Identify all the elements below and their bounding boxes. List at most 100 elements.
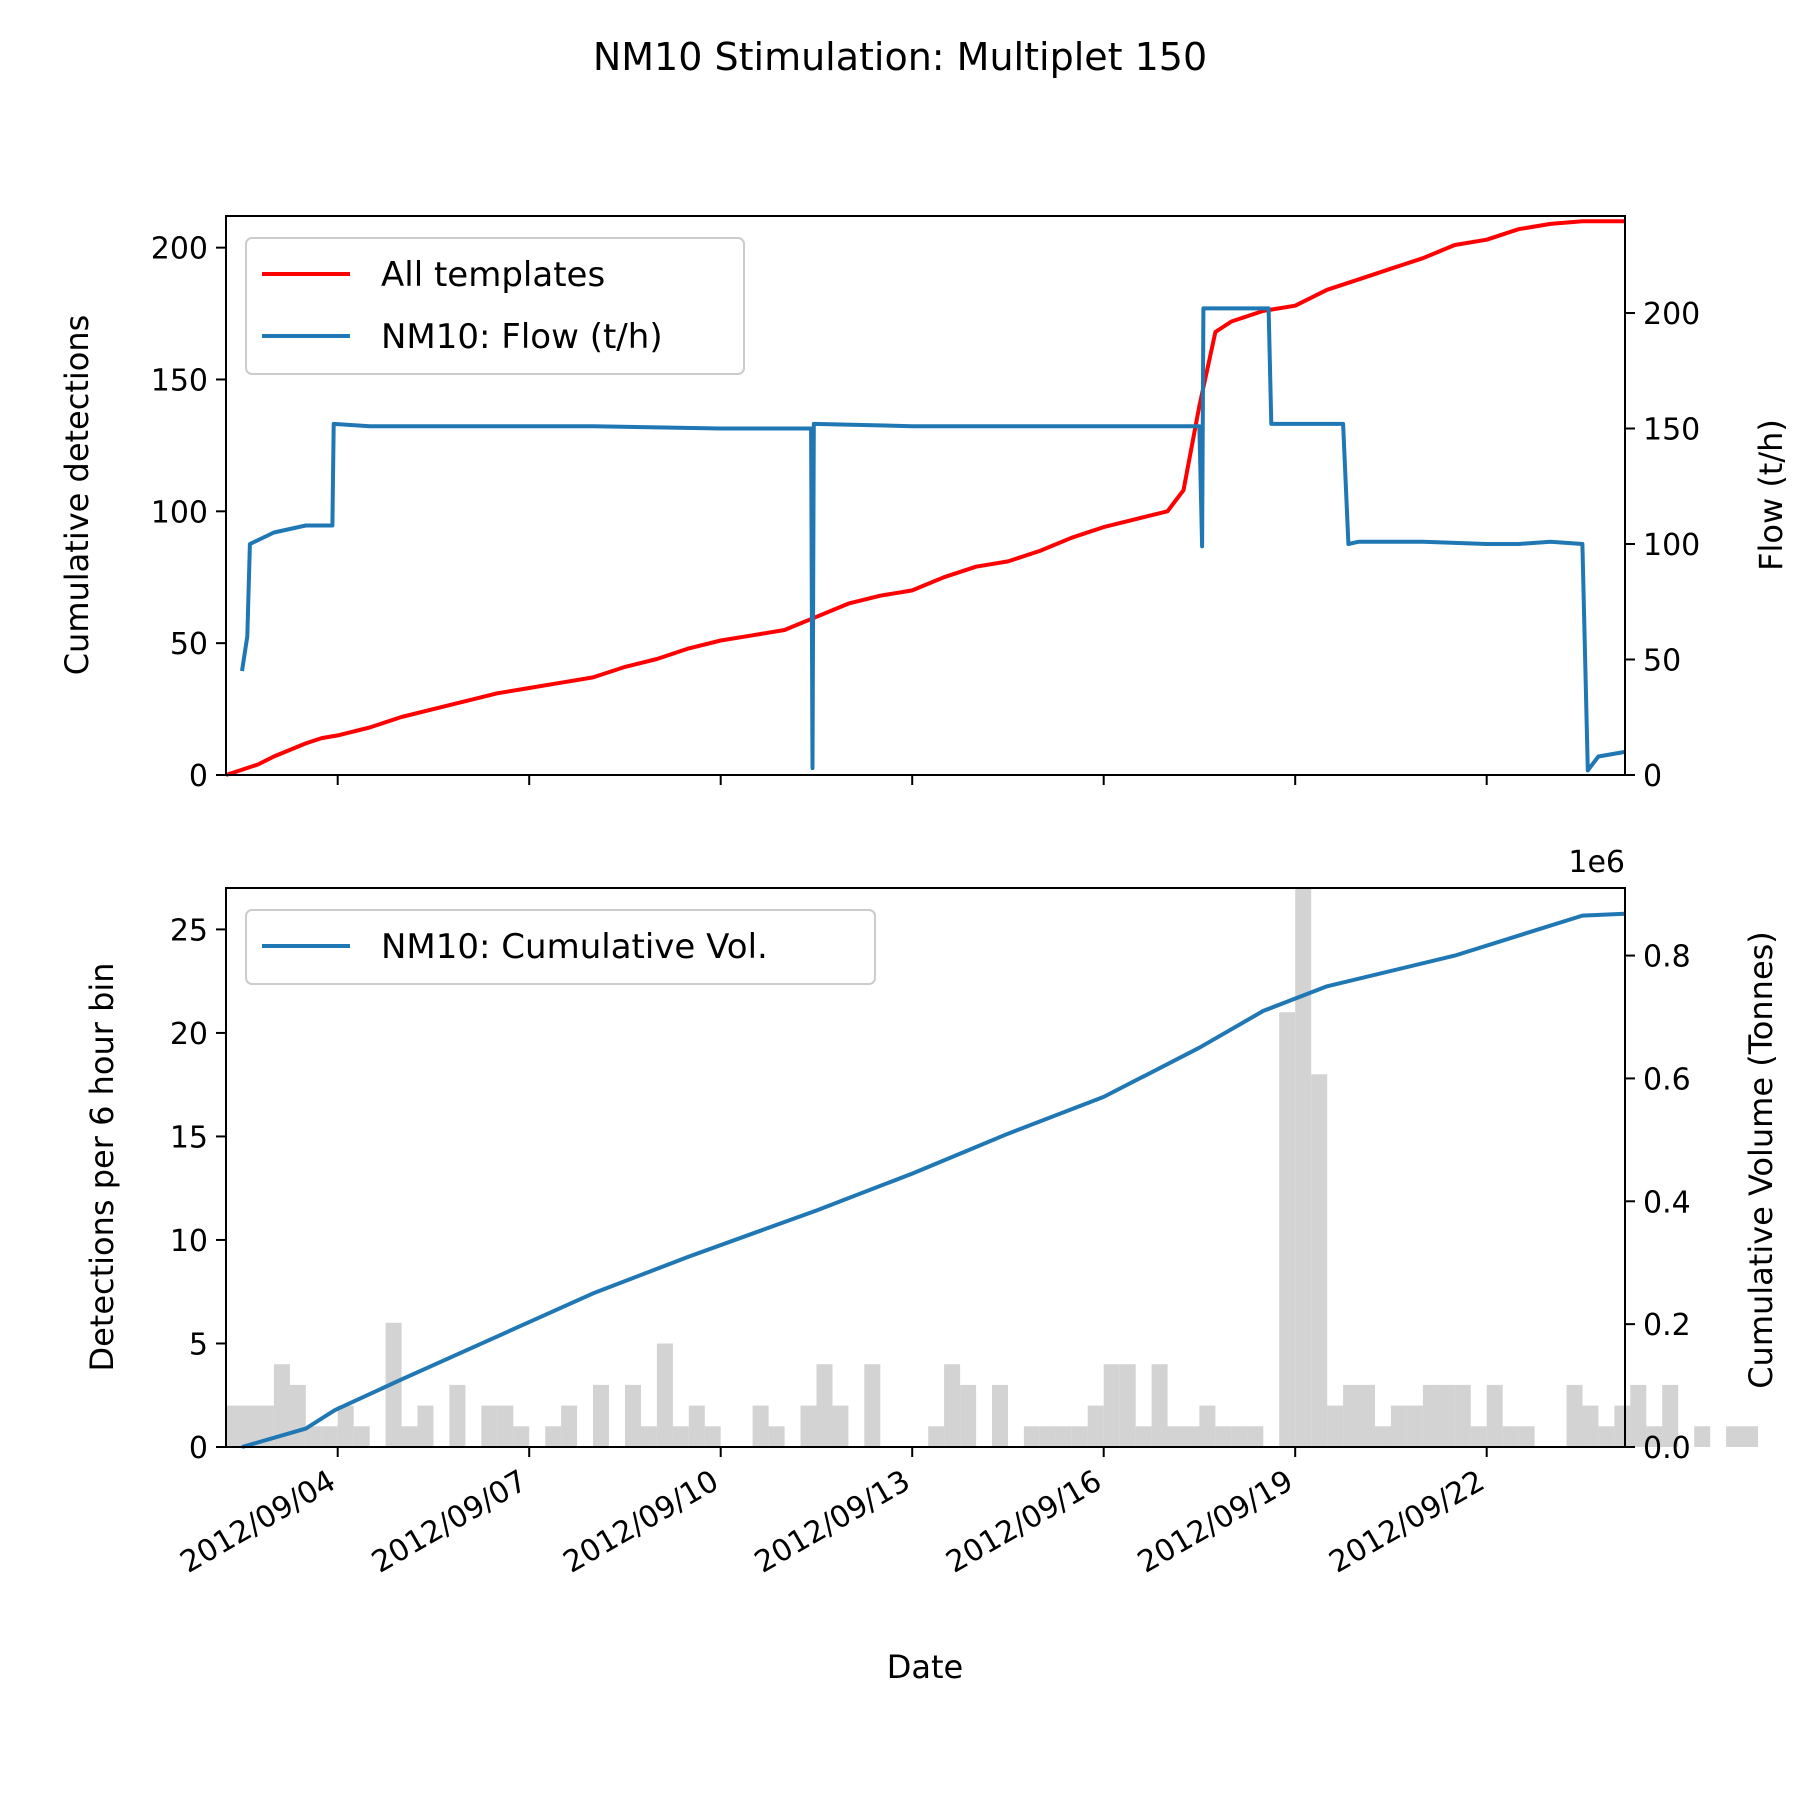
histogram-bar xyxy=(417,1405,434,1447)
histogram-bar xyxy=(1406,1405,1423,1447)
histogram-bar xyxy=(1167,1426,1184,1447)
histogram-bar xyxy=(1566,1384,1583,1447)
bottom-left-axis-label: Detections per 6 hour bin xyxy=(83,962,121,1371)
x-tick-label: 2012/09/19 xyxy=(1132,1464,1299,1581)
y-tick-label: 25 xyxy=(170,913,208,948)
y2-tick-label: 150 xyxy=(1643,413,1700,448)
histogram-bar xyxy=(1087,1405,1104,1447)
y-tick-label: 100 xyxy=(151,495,208,530)
histogram-bar xyxy=(242,1405,258,1447)
histogram-bar xyxy=(305,1426,322,1447)
histogram-bar xyxy=(1327,1405,1344,1447)
histogram-bar xyxy=(1215,1426,1232,1447)
top-axes-frame xyxy=(225,215,1626,776)
histogram-bar xyxy=(1742,1426,1758,1447)
histogram-bar xyxy=(1662,1384,1679,1447)
histogram-bar xyxy=(1630,1384,1647,1447)
histogram-bar xyxy=(800,1405,817,1447)
histogram-bar xyxy=(1582,1405,1599,1447)
y-tick-label: 20 xyxy=(170,1017,208,1052)
y2-tick-label: 0 xyxy=(1643,759,1662,794)
top-left-axis: 0 50 100 150 200 xyxy=(151,232,226,794)
y2-tick-label: 0.2 xyxy=(1643,1308,1691,1343)
x-tick-label: 2012/09/04 xyxy=(174,1464,341,1581)
x-tick-label: 2012/09/07 xyxy=(366,1464,533,1581)
histogram-bar xyxy=(1295,888,1312,1447)
bottom-legend-box xyxy=(245,909,876,985)
top-panel: 0 50 100 150 200 0 50 100 150 200 Cumulative det… xyxy=(58,215,1790,794)
histogram-bar xyxy=(497,1405,514,1447)
histogram-bar xyxy=(289,1384,306,1447)
y2-tick-label: 0.6 xyxy=(1643,1062,1691,1097)
legend-label-flow: NM10: Flow (t/h) xyxy=(381,317,663,357)
y2-tick-label: 0.8 xyxy=(1643,940,1691,975)
top-x-axis xyxy=(336,775,1488,785)
y2-tick-label: 0.4 xyxy=(1643,1185,1691,1220)
histogram-bar xyxy=(1183,1426,1200,1447)
histogram-bar xyxy=(1247,1426,1264,1447)
histogram-bar xyxy=(273,1364,290,1447)
y2-tick-label: 100 xyxy=(1643,528,1700,563)
bottom-axes-frame xyxy=(225,887,1626,1448)
y-tick-label: 15 xyxy=(170,1120,208,1155)
histogram-bar xyxy=(864,1364,881,1447)
histogram-bar xyxy=(1311,1074,1328,1447)
histogram-bar xyxy=(321,1426,338,1447)
histogram-bar xyxy=(1135,1426,1152,1447)
histogram-bar xyxy=(353,1426,370,1447)
bottom-legend: NM10: Cumulative Vol. xyxy=(245,909,876,985)
histogram-bar xyxy=(992,1384,1008,1447)
histogram-bar xyxy=(257,1405,274,1447)
y2-tick-label: 200 xyxy=(1643,297,1700,332)
bottom-right-axis: 0.0 0.2 0.4 0.6 0.8 xyxy=(1625,940,1691,1466)
histogram-bar xyxy=(1470,1426,1487,1447)
histogram-bar xyxy=(1502,1426,1519,1447)
histogram-bar xyxy=(1231,1426,1248,1447)
histogram-bar xyxy=(1486,1384,1503,1447)
histogram-bar xyxy=(1438,1384,1455,1447)
y-tick-label: 10 xyxy=(170,1224,208,1259)
histogram-bar xyxy=(656,1343,673,1447)
bottom-right-axis-label: Cumulative Volume (Tonnes) xyxy=(1742,931,1780,1389)
histogram-bar xyxy=(928,1426,945,1447)
histogram-bar xyxy=(1694,1426,1711,1447)
histogram-bar xyxy=(816,1364,833,1447)
histogram-bar xyxy=(704,1426,721,1447)
histogram-bar xyxy=(1343,1384,1360,1447)
x-tick-label: 2012/09/10 xyxy=(557,1464,724,1581)
histogram-bar xyxy=(768,1426,785,1447)
y-tick-label: 150 xyxy=(151,363,208,398)
histogram-bar xyxy=(1598,1426,1615,1447)
top-legend: All templates NM10: Flow (t/h) xyxy=(245,237,745,375)
histogram-bar xyxy=(960,1384,977,1447)
y-tick-label: 0 xyxy=(189,1431,208,1466)
histogram-bar xyxy=(337,1405,354,1447)
y-tick-label: 50 xyxy=(170,627,208,662)
histogram-bar xyxy=(1454,1384,1471,1447)
histogram-bar xyxy=(640,1426,657,1447)
histogram-bar xyxy=(1518,1426,1535,1447)
histogram-bar xyxy=(1151,1364,1168,1447)
bottom-plot-area xyxy=(241,911,1626,1449)
series-line-1 xyxy=(240,306,1626,773)
top-right-axis: 0 50 100 150 200 xyxy=(1625,297,1700,794)
legend-label-cumulative-vol: NM10: Cumulative Vol. xyxy=(381,927,768,967)
histogram-bar xyxy=(401,1426,418,1447)
histogram-bar xyxy=(226,1405,242,1447)
histogram-bar xyxy=(832,1405,849,1447)
x-tick-label: 2012/09/13 xyxy=(749,1464,916,1581)
cumulative-volume-line xyxy=(241,911,1626,1449)
x-tick-label: 2012/09/22 xyxy=(1323,1464,1490,1581)
y-tick-label: 5 xyxy=(189,1327,208,1362)
x-tick-label: 2012/09/16 xyxy=(940,1464,1107,1581)
histogram-bar xyxy=(593,1384,609,1447)
histogram-bar xyxy=(1103,1364,1120,1447)
histogram-bar xyxy=(481,1405,498,1447)
histogram-bar xyxy=(449,1384,466,1447)
histogram-bar xyxy=(513,1426,530,1447)
histogram-bar xyxy=(1023,1426,1040,1447)
histogram-bar xyxy=(545,1426,562,1447)
top-legend-box xyxy=(245,237,745,375)
